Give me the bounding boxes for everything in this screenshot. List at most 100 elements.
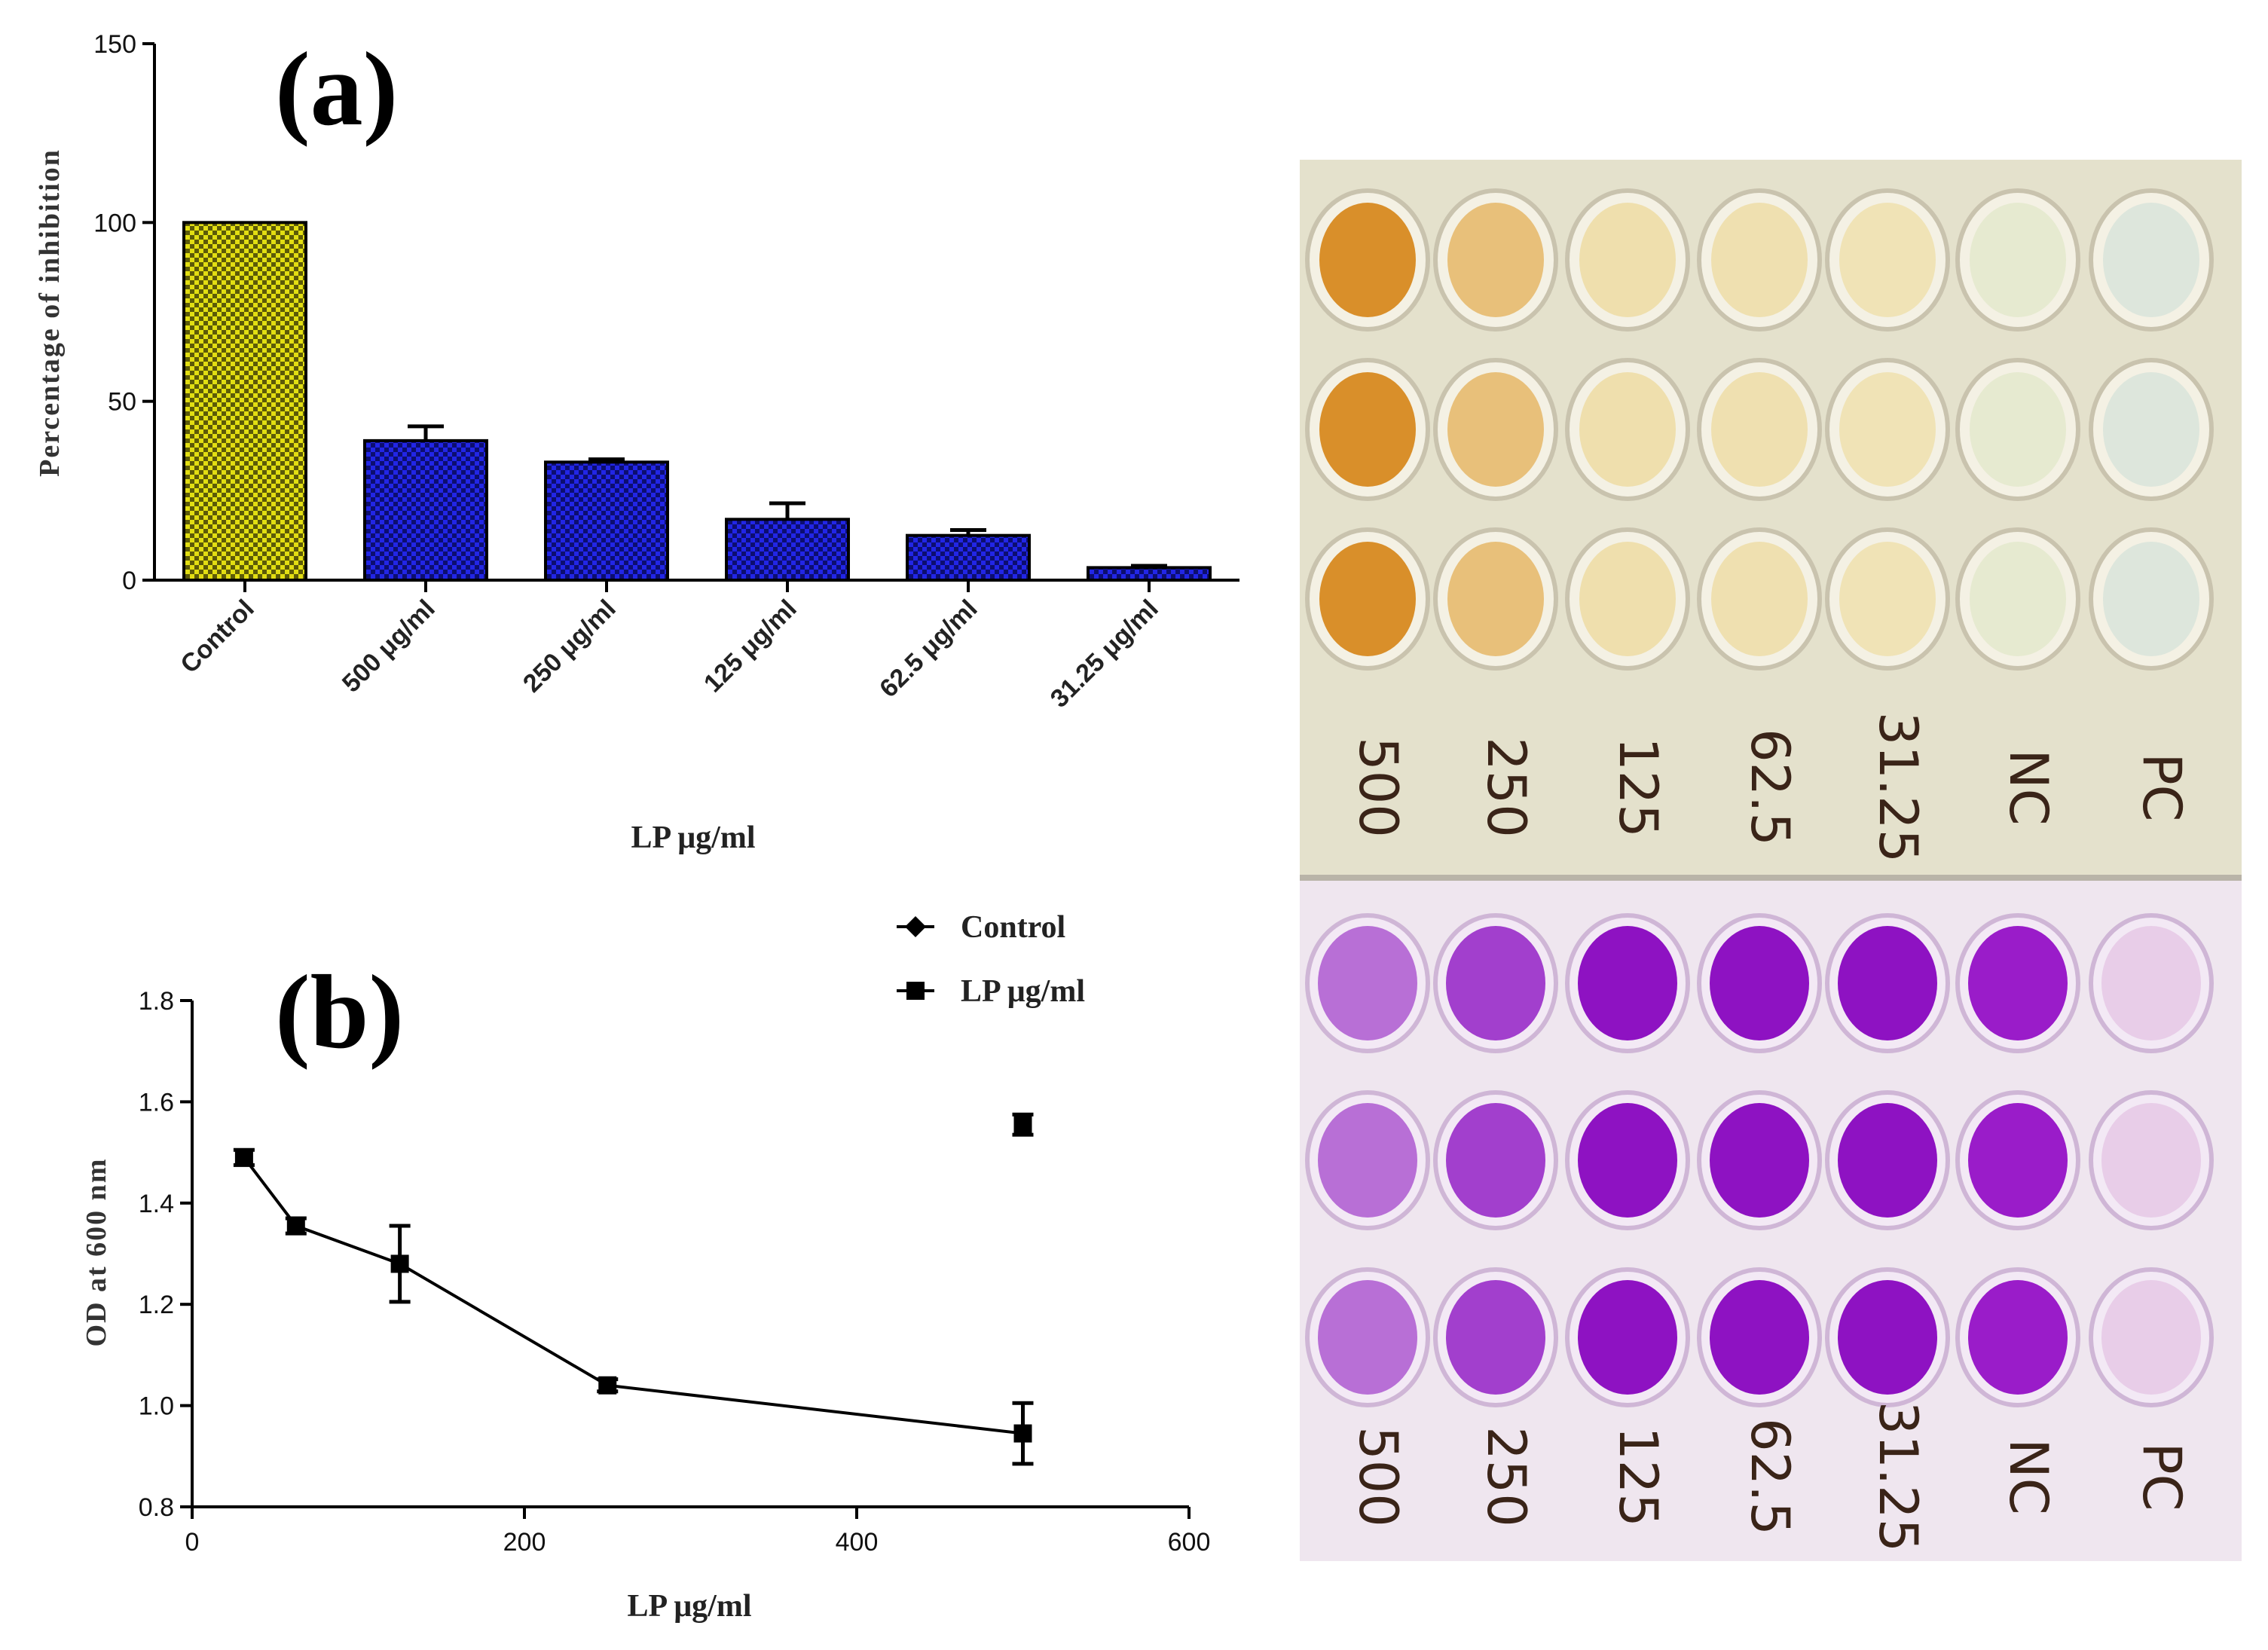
well — [1710, 926, 1809, 1040]
well — [1970, 372, 2066, 487]
data-point — [598, 1376, 617, 1395]
b-y-tick-label: 1.4 — [139, 1190, 174, 1218]
a-y-tick-label: 0 — [122, 567, 136, 595]
a-y-tick-label: 50 — [108, 388, 136, 417]
well — [1446, 1103, 1545, 1218]
well — [1319, 372, 1416, 487]
well — [2103, 542, 2199, 656]
plate-label: 125 — [1607, 737, 1669, 838]
data-point — [1013, 1115, 1032, 1134]
well — [1446, 926, 1545, 1040]
well — [1447, 203, 1544, 317]
plate-label: 250 — [1475, 737, 1537, 838]
legend-diamond-marker — [905, 916, 926, 937]
b-y-tick-label: 1.0 — [139, 1392, 174, 1421]
plate-label: 125 — [1607, 1426, 1669, 1527]
b-x-axis-title: LP μg/ml — [628, 1589, 752, 1624]
well — [2101, 1103, 2201, 1218]
plate-label: PC — [2131, 1442, 2193, 1511]
b-y-tick-label: 1.2 — [139, 1291, 174, 1319]
bar — [182, 221, 307, 582]
legend-square-marker — [906, 982, 925, 1000]
well — [1968, 926, 2068, 1040]
well — [2101, 1280, 2201, 1395]
well-plate-photo: 500 250 125 62.5 31.25 NC PC 500 250 125 62.5 31.2… — [1300, 160, 2242, 1561]
plate-label: PC — [2131, 753, 2193, 821]
well — [1579, 542, 1676, 656]
a-y-axis-title: Percentage of inhibition — [34, 148, 66, 477]
well — [2103, 203, 2199, 317]
b-y-tick-label: 1.6 — [139, 1088, 174, 1117]
b-x-tick-label: 400 — [836, 1528, 879, 1557]
data-point — [286, 1217, 305, 1236]
well — [1711, 203, 1808, 317]
well — [1839, 203, 1936, 317]
panel-b-label: (b) — [275, 954, 404, 1071]
legend-lp: LP μg/ml — [961, 974, 1085, 1009]
b-x-tick-label: 0 — [185, 1528, 200, 1557]
well — [1578, 1280, 1677, 1395]
panel-a-label: (a) — [275, 31, 398, 148]
plate-label: 31.25 — [1867, 1401, 1929, 1552]
well — [1838, 1280, 1937, 1395]
well — [1578, 926, 1677, 1040]
well — [1447, 542, 1544, 656]
well — [1319, 203, 1416, 317]
a-y-tick-label: 100 — [93, 209, 136, 237]
b-y-tick-label: 0.8 — [139, 1493, 174, 1522]
well — [1318, 1280, 1417, 1395]
plate-label: 500 — [1347, 1426, 1409, 1527]
bar — [363, 438, 488, 582]
bar — [725, 518, 850, 582]
well — [1968, 1280, 2068, 1395]
data-point — [390, 1254, 409, 1273]
b-x-tick-label: 200 — [503, 1528, 546, 1557]
a-y-tick-label: 150 — [93, 30, 136, 59]
category-label: 31.25 μg/ml — [1045, 594, 1164, 713]
plate-label: 31.25 — [1867, 712, 1929, 863]
well — [1968, 1103, 2068, 1218]
well — [1838, 926, 1937, 1040]
bar — [906, 533, 1031, 582]
b-y-tick-label: 1.8 — [139, 987, 174, 1016]
plate-label: NC — [1997, 749, 2059, 825]
well — [1839, 372, 1936, 487]
plate-label: 500 — [1347, 737, 1409, 838]
a-x-axis-title: LP μg/ml — [631, 820, 756, 855]
plate-label: 250 — [1475, 1426, 1537, 1527]
well — [1579, 203, 1676, 317]
series-line — [243, 1157, 1023, 1435]
category-label: 500 μg/ml — [337, 594, 441, 698]
bar — [1087, 566, 1212, 582]
well — [1319, 542, 1416, 656]
b-y-axis-title: OD at 600 nm — [81, 1158, 112, 1347]
well — [1578, 1103, 1677, 1218]
category-label: Control — [175, 594, 259, 679]
bar-chart-a: (a) 0 50 100 150 Control 500 μg/ml 250 μg/ml 1… — [34, 30, 1239, 855]
plate-label: 62.5 — [1739, 729, 1801, 846]
well — [1970, 542, 2066, 656]
category-label: 62.5 μg/ml — [874, 594, 983, 703]
data-point — [1013, 1424, 1032, 1443]
legend-control: Control — [961, 910, 1065, 945]
legend: Control LP μg/ml — [897, 910, 1085, 1009]
bar — [544, 460, 669, 582]
plate-label: NC — [1997, 1438, 2059, 1514]
well — [1711, 542, 1808, 656]
well — [1579, 372, 1676, 487]
category-label: 250 μg/ml — [518, 594, 622, 698]
line-chart-b: (b) 0.8 1.0 1.2 1.4 1.6 1.8 0 200 400 600 OD at 6… — [81, 910, 1210, 1624]
well — [1447, 372, 1544, 487]
well — [1710, 1280, 1809, 1395]
well — [1318, 926, 1417, 1040]
b-x-tick-label: 600 — [1168, 1528, 1211, 1557]
well — [1446, 1280, 1545, 1395]
well — [1318, 1103, 1417, 1218]
well — [2103, 372, 2199, 487]
well — [1970, 203, 2066, 317]
well — [1711, 372, 1808, 487]
well — [1838, 1103, 1937, 1218]
plate-label: 62.5 — [1739, 1418, 1801, 1535]
category-label: 125 μg/ml — [698, 594, 802, 698]
